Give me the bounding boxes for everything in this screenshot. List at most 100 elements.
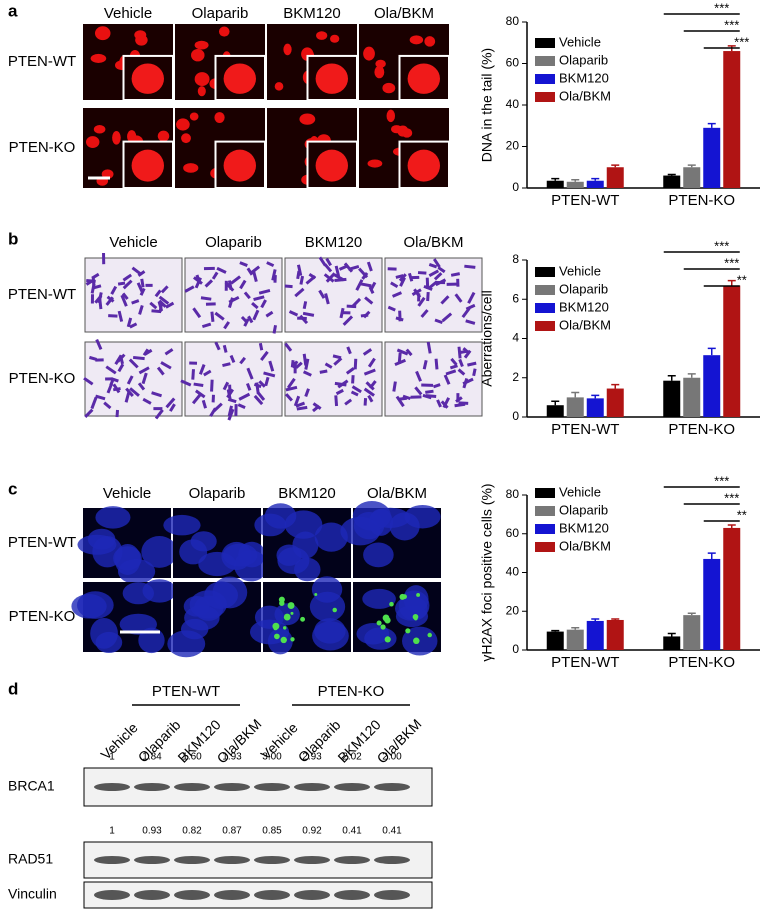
chromosome [122, 273, 133, 282]
chromosome [140, 278, 145, 288]
legend-swatch [535, 92, 555, 102]
band-quant: 3.00 [262, 752, 282, 763]
chromosome [299, 275, 305, 285]
nucleus [367, 159, 383, 168]
legend-swatch [535, 267, 555, 277]
column-header: Ola/BKM [367, 485, 427, 502]
chromosome [443, 374, 451, 385]
chromosome [285, 385, 298, 392]
chromosome [214, 311, 225, 321]
bar [566, 397, 584, 417]
foci [287, 602, 295, 610]
chromosome [441, 312, 453, 323]
chromosome [211, 394, 215, 403]
band [134, 856, 170, 864]
error-bar [667, 375, 676, 381]
chromosome [93, 284, 102, 290]
chromosome [203, 266, 215, 271]
nucleus [77, 534, 117, 555]
band [134, 783, 170, 791]
foci [332, 607, 337, 613]
chromosome [458, 349, 468, 355]
chromosome [318, 256, 327, 267]
chromosome [370, 281, 377, 290]
chromosome [255, 382, 260, 395]
chromosome [126, 317, 133, 328]
chromosome [293, 395, 301, 407]
nucleus [76, 591, 114, 619]
chromosome [138, 304, 144, 315]
panel-label: c [8, 479, 17, 498]
chromosome [414, 386, 423, 396]
chromosome [211, 271, 219, 280]
foci [274, 633, 280, 640]
legend-swatch [535, 506, 555, 516]
chromosome [227, 280, 233, 290]
band [254, 856, 290, 864]
chromosome [247, 315, 254, 324]
band-quant: 1 [109, 752, 115, 763]
foci [283, 626, 287, 630]
column-header: Vehicle [104, 5, 152, 22]
band-quant: 2.02 [342, 752, 362, 763]
chromosome [428, 269, 440, 278]
chromosome [421, 383, 434, 387]
chromosome [86, 278, 96, 283]
nucleus [340, 516, 381, 546]
chromosome [117, 281, 126, 286]
foci [389, 601, 394, 607]
chromosome [230, 275, 241, 285]
band-label: RAD51 [8, 851, 53, 867]
chromosome [258, 380, 266, 388]
chromosome [238, 392, 251, 401]
chromosome [125, 387, 134, 398]
chromosome [398, 310, 402, 322]
chromosome [333, 357, 343, 366]
panel-label: a [8, 1, 18, 20]
chromosome [260, 350, 269, 361]
nucleus [364, 627, 397, 650]
band [334, 856, 370, 864]
y-tick-label: 8 [512, 252, 519, 266]
band [174, 783, 210, 791]
chromosome [103, 401, 112, 410]
chromosome [338, 264, 349, 271]
chromosome [411, 275, 420, 280]
chromosome [265, 310, 274, 318]
group-label: PTEN-WT [152, 683, 220, 700]
bar [723, 527, 741, 650]
band [254, 890, 290, 900]
bar [566, 629, 584, 650]
chromosome [367, 394, 374, 403]
chromosome [325, 272, 336, 283]
chromosome [222, 381, 230, 391]
chromosome [391, 291, 402, 298]
bar [586, 620, 604, 650]
chromosome [456, 278, 460, 287]
foci [314, 593, 318, 597]
chromosome [288, 310, 299, 317]
chromosome [121, 292, 129, 300]
legend-swatch [535, 38, 555, 48]
y-tick-label: 20 [506, 139, 520, 153]
bar [703, 127, 721, 188]
chromosome [228, 295, 240, 304]
y-tick-label: 2 [512, 370, 519, 384]
chromosome [153, 407, 163, 411]
nucleus [90, 617, 118, 649]
chromosome [149, 301, 158, 310]
chromosome [405, 348, 413, 357]
significance-label: ** [737, 507, 747, 522]
error-bar [727, 279, 736, 286]
column-header: Ola/BKM [403, 234, 463, 251]
band-quant: 0.85 [262, 826, 282, 837]
error-bar [551, 400, 560, 406]
chromosome [463, 349, 472, 359]
chromosome [294, 287, 305, 298]
chromosome [234, 404, 238, 416]
chromosome [334, 395, 339, 407]
chromosome [158, 299, 167, 308]
bar [586, 398, 604, 417]
chromosome [145, 283, 153, 287]
chromosome [334, 265, 341, 277]
